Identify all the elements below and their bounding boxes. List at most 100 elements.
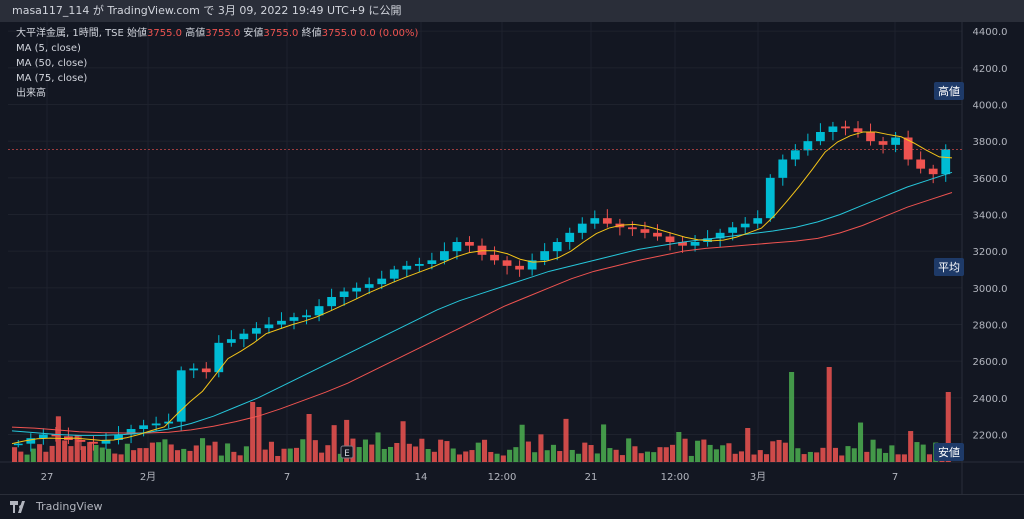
- candle-body: [302, 315, 311, 318]
- volume-bar: [149, 442, 155, 462]
- volume-bar: [55, 416, 61, 462]
- volume-bar: [250, 402, 256, 462]
- candle-body: [364, 284, 374, 288]
- volume-bar: [174, 450, 180, 462]
- volume-bar: [563, 418, 569, 462]
- volume-bar: [306, 414, 312, 462]
- volume-bar: [525, 441, 531, 462]
- y-tick-label: 3800.0: [973, 137, 1008, 148]
- legend-ma50[interactable]: MA (50, close): [16, 58, 88, 69]
- volume-bar: [707, 444, 713, 462]
- volume-bar: [550, 444, 556, 462]
- volume-bar: [908, 431, 914, 462]
- volume-bar: [670, 444, 676, 462]
- y-tick-label: 4000.0: [973, 101, 1008, 112]
- legend-ohlc-row: 大平洋金属, 1時間, TSE 始値3755.0 高値3755.0 安値3755…: [16, 26, 418, 41]
- candle-body: [778, 159, 788, 178]
- volume-bar: [406, 443, 412, 462]
- legend-high-label: 高値: [185, 28, 206, 39]
- x-tick-label: 3月: [750, 471, 766, 483]
- volume-bar: [37, 444, 43, 462]
- candle-body: [841, 126, 850, 129]
- candle-body: [427, 260, 437, 264]
- candle-body: [13, 443, 23, 446]
- volume-bar: [456, 454, 462, 462]
- candle-body: [490, 254, 499, 261]
- volume-bar: [651, 452, 657, 462]
- volume-bar: [576, 453, 582, 462]
- legend: 大平洋金属, 1時間, TSE 始値3755.0 高値3755.0 安値3755…: [16, 26, 418, 101]
- volume-bar: [945, 392, 951, 462]
- candle-body: [214, 342, 224, 373]
- publish-text: masa117_114 が TradingView.com で 3月 09, 2…: [12, 4, 402, 17]
- candle-body: [527, 260, 537, 270]
- volume-bar: [325, 445, 331, 462]
- candle-body: [640, 229, 650, 233]
- volume-bar: [300, 439, 306, 462]
- volume-bar: [594, 453, 600, 462]
- candle-body: [402, 265, 412, 270]
- volume-bar: [388, 446, 394, 462]
- volume-bar: [256, 407, 262, 462]
- volume-bar: [795, 448, 801, 462]
- legend-open: 3755.0: [147, 28, 183, 39]
- candle-body: [941, 149, 951, 175]
- volume-bar: [732, 453, 738, 462]
- volume-bar: [770, 441, 776, 462]
- volume-bar: [544, 450, 550, 462]
- candle-body: [26, 438, 36, 444]
- candle-body: [740, 223, 750, 228]
- candle-body: [515, 265, 524, 270]
- volume-bar: [776, 439, 782, 462]
- volume-bar: [582, 442, 588, 462]
- volume-bar: [814, 452, 820, 462]
- candle-body: [176, 370, 186, 422]
- volume-bar: [12, 447, 18, 462]
- volume-bar: [619, 455, 625, 462]
- volume-bar: [557, 451, 563, 462]
- volume-bar: [538, 434, 544, 462]
- volume-bar: [200, 438, 206, 462]
- candle-body: [816, 132, 825, 142]
- volume-bar: [312, 440, 318, 462]
- volume-bar: [926, 454, 932, 462]
- legend-volume[interactable]: 出来高: [16, 88, 46, 99]
- candle-body: [715, 232, 725, 239]
- candle-body: [465, 242, 474, 246]
- legend-ma75[interactable]: MA (75, close): [16, 73, 88, 84]
- volume-bar: [469, 450, 475, 462]
- volume-bar: [820, 447, 826, 462]
- legend-high: 3755.0: [205, 28, 241, 39]
- candle-body: [728, 227, 738, 233]
- legend-ma5[interactable]: MA (5, close): [16, 43, 81, 54]
- volume-bar: [782, 442, 788, 462]
- low-tag: 安値: [934, 443, 964, 461]
- volume-bar: [764, 454, 770, 462]
- legend-symbol: 大平洋金属, 1時間, TSE: [16, 28, 124, 39]
- volume-bar: [187, 450, 193, 462]
- x-tick-label: 12:00: [488, 472, 517, 483]
- volume-bar: [49, 445, 55, 462]
- tradingview-logo[interactable]: TradingView: [10, 495, 102, 519]
- volume-bar: [695, 440, 701, 462]
- brand-bar: TradingView: [0, 494, 1024, 519]
- volume-bar: [569, 449, 575, 462]
- volume-bar: [870, 439, 876, 462]
- y-tick-label: 2200.0: [973, 431, 1008, 442]
- volume-bar: [206, 445, 212, 462]
- volume-bar: [883, 452, 889, 462]
- candle-body: [114, 434, 123, 440]
- volume-bar: [212, 441, 218, 462]
- x-tick-label: 27: [41, 472, 54, 483]
- volume-bar: [644, 451, 650, 462]
- candle-body: [252, 328, 261, 334]
- candle-body: [590, 218, 600, 224]
- x-tick-label: 2月: [140, 471, 156, 483]
- legend-open-label: 始値: [127, 28, 148, 39]
- volume-bar: [124, 443, 130, 462]
- volume-bar: [356, 447, 362, 462]
- chart-canvas[interactable]: 2200.0 2400.0 2600.0 2800.0 3000.0 3200.0 3400…: [0, 22, 1024, 494]
- volume-bar: [425, 448, 431, 462]
- volume-bar: [914, 442, 920, 462]
- volume-bar: [143, 448, 149, 462]
